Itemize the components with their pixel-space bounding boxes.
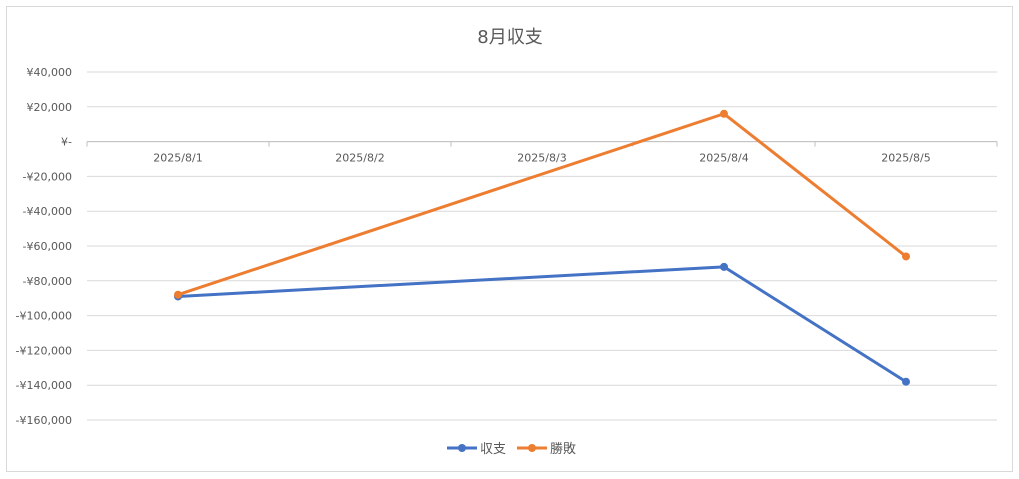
axes: ¥40,000 ¥20,000 ¥- -¥20,000 -¥40,000 -¥60,000… [16,66,998,427]
chart-title: 8月収支 [477,27,542,48]
y-tick-label: -¥40,000 [23,205,72,218]
y-tick-label: ¥20,000 [27,101,73,114]
series [174,109,910,386]
data-point [902,377,910,386]
x-tick-label: 2025/8/5 [881,152,930,165]
gridlines [87,71,997,421]
y-tick-label: -¥140,000 [16,379,72,392]
y-tick-label: ¥- [61,136,72,149]
data-point [720,262,728,271]
data-point [720,109,728,118]
legend-marker [458,444,466,452]
y-tick-label: -¥160,000 [16,414,72,427]
y-tick-label: -¥60,000 [23,240,72,253]
y-tick-label: -¥120,000 [16,344,72,357]
y-tick-label: -¥80,000 [23,275,72,288]
data-point [174,290,182,299]
legend-marker [528,444,536,452]
x-tick-label: 2025/8/3 [517,152,566,165]
legend: 収支 勝敗 [447,442,576,457]
series-line [176,265,908,384]
y-tick-label: -¥100,000 [16,310,72,323]
legend-entry: 収支 [480,442,506,457]
legend-entry: 勝敗 [550,442,576,457]
x-tick-label: 2025/8/2 [335,152,384,165]
y-tick-label: ¥40,000 [27,66,73,79]
series-line [176,112,908,297]
x-tick-label: 2025/8/4 [699,152,748,165]
data-point [902,252,910,261]
y-tick-label: -¥20,000 [23,170,72,183]
chart-area [6,6,1013,472]
x-tick-label: 2025/8/1 [153,152,202,165]
